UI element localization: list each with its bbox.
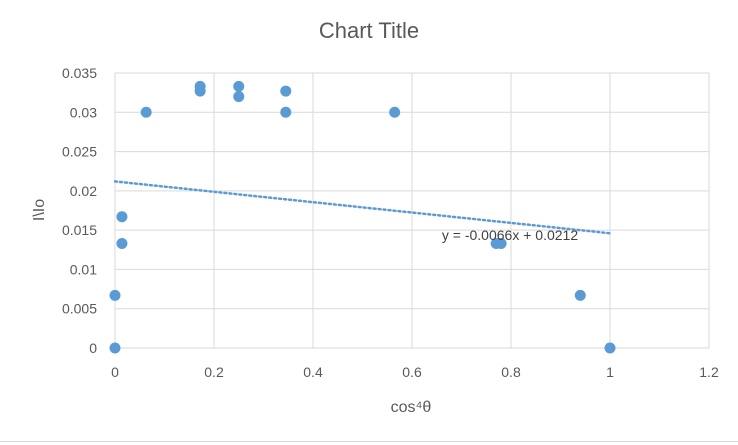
y-axis-title: I\Io xyxy=(31,199,48,221)
data-points xyxy=(109,80,616,354)
x-tick-label: 0.4 xyxy=(303,364,323,380)
y-tick-label: 0.035 xyxy=(62,65,97,81)
grid xyxy=(114,72,710,349)
trendline xyxy=(113,180,612,235)
x-tick-label: 1.2 xyxy=(699,364,719,380)
x-tick-label: 0.2 xyxy=(204,364,224,380)
data-point xyxy=(109,342,121,354)
data-point xyxy=(233,91,245,103)
data-point xyxy=(574,289,586,301)
x-tick-label: 0.6 xyxy=(402,364,422,380)
y-tick-label: 0.02 xyxy=(70,183,97,199)
x-tick-label: 1 xyxy=(606,364,614,380)
y-tick-label: 0.03 xyxy=(70,104,97,120)
data-point xyxy=(389,106,401,118)
data-point xyxy=(116,238,128,249)
tick-labels: 0 0.005 0.01 0.015 0.02 0.025 0.03 0.035 0 0.2 0.4… xyxy=(62,65,719,380)
data-point xyxy=(140,106,152,118)
y-tick-label: 0.01 xyxy=(70,261,97,277)
x-axis-title: cos⁴θ xyxy=(391,399,432,416)
y-tick-label: 0 xyxy=(89,340,97,356)
trendline-layer xyxy=(113,180,612,235)
data-point xyxy=(495,238,507,249)
data-point xyxy=(194,80,206,92)
data-point xyxy=(116,211,128,223)
data-point xyxy=(604,342,616,354)
x-tick-label: 0.8 xyxy=(501,364,521,380)
y-tick-label: 0.015 xyxy=(62,222,97,238)
chart-title: Chart Title xyxy=(319,18,419,43)
y-tick-label: 0.025 xyxy=(62,144,97,160)
bottom-divider xyxy=(0,441,738,442)
data-point xyxy=(109,289,121,301)
trendline-equation: y = -0.0066x + 0.0212 xyxy=(442,227,578,243)
data-point xyxy=(233,80,245,92)
x-tick-label: 0 xyxy=(111,364,119,380)
data-point xyxy=(280,106,292,118)
y-tick-label: 0.005 xyxy=(62,301,97,317)
data-point xyxy=(280,85,292,97)
